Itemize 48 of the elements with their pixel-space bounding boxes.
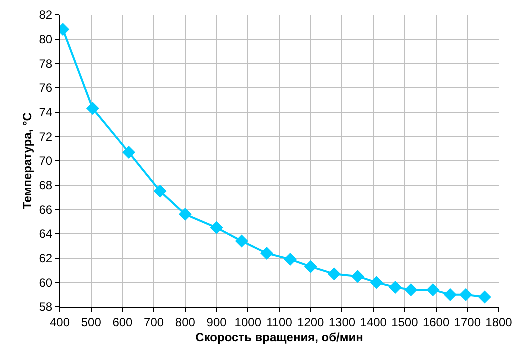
y-tick-label: 80 xyxy=(39,32,53,47)
x-tick-label: 1200 xyxy=(298,315,325,330)
y-axis-title: Температура, °С xyxy=(20,112,35,210)
y-tick-label: 72 xyxy=(39,130,53,144)
x-tick-label: 600 xyxy=(112,315,134,330)
y-tick-label: 58 xyxy=(39,300,53,314)
point xyxy=(328,268,341,281)
x-tick-label: 1100 xyxy=(266,315,293,330)
x-tick-label: 900 xyxy=(206,315,228,330)
point xyxy=(154,184,167,198)
x-tick-label: 1600 xyxy=(422,315,450,330)
y-tick-label: 64 xyxy=(39,227,53,242)
y-tick-label: 60 xyxy=(39,276,53,290)
point xyxy=(210,221,224,234)
y-tick-label: 78 xyxy=(39,56,53,71)
point xyxy=(122,146,136,159)
y-tick-label: 82 xyxy=(39,8,53,22)
point xyxy=(370,276,384,290)
x-tick-label: 500 xyxy=(81,315,102,330)
x-axis-title: Скорость вращения, об/мин xyxy=(196,330,364,344)
point xyxy=(460,288,473,302)
x-tick-label: 1400 xyxy=(360,315,388,330)
point xyxy=(86,102,100,116)
x-tick-label: 1700 xyxy=(454,315,482,330)
y-tick-label: 74 xyxy=(39,106,53,120)
y-tick-label: 66 xyxy=(39,202,53,217)
point xyxy=(404,283,418,296)
x-tick-label: 700 xyxy=(144,315,164,330)
y-tick-label: 70 xyxy=(39,154,53,168)
point xyxy=(235,234,248,248)
x-tick-label: 1000 xyxy=(234,315,262,330)
point xyxy=(260,246,274,260)
point xyxy=(389,281,402,294)
point xyxy=(351,270,364,284)
y-tick-label: 76 xyxy=(39,81,53,96)
point xyxy=(304,260,318,274)
point xyxy=(178,208,192,222)
x-tick-label: 400 xyxy=(50,315,70,330)
point xyxy=(478,290,492,304)
point xyxy=(426,283,440,296)
point xyxy=(284,253,297,266)
x-tick-label: 1300 xyxy=(328,315,356,330)
x-tick-label: 800 xyxy=(175,315,196,330)
x-tick-label: 1800 xyxy=(486,315,513,330)
point xyxy=(444,288,457,302)
y-tick-label: 68 xyxy=(39,178,53,193)
y-tick-label: 62 xyxy=(39,252,53,266)
x-tick-label: 1500 xyxy=(392,315,419,330)
